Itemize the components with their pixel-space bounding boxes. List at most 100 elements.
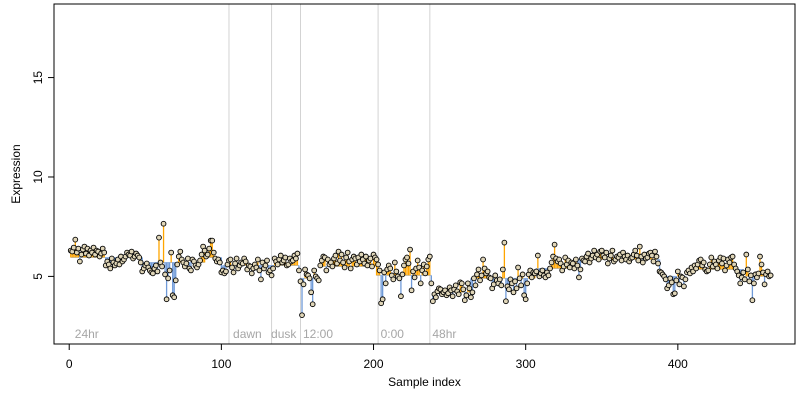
data-point [165,275,171,282]
x-tick-label: 400 [668,357,688,371]
data-point [681,283,687,290]
data-point [705,267,712,274]
data-point [474,271,480,278]
data-point [232,260,238,267]
data-point [635,257,642,264]
data-point [414,257,421,264]
x-axis-title: Sample index [388,375,461,389]
data-point [510,289,517,296]
data-point [746,278,753,285]
data-point [465,280,471,287]
data-point [501,239,508,246]
data-point [478,272,485,279]
data-point [430,298,436,305]
data-point [433,294,439,301]
data-point [270,265,276,272]
data-point [604,260,611,267]
data-point [477,277,483,284]
time-annotation: dawn [233,327,262,341]
data-point [174,261,181,268]
data-point [673,277,680,284]
data-point [369,263,375,270]
data-point [632,247,639,254]
data-point [740,269,747,276]
data-point [296,267,302,274]
data-point [217,259,223,266]
data-point [128,248,135,255]
data-point [343,254,349,261]
data-point [595,256,602,263]
data-point [197,257,203,264]
data-point [573,256,579,263]
data-point [417,280,424,287]
data-point [376,267,383,274]
data-point [518,282,524,289]
data-point [229,264,235,271]
data-point [210,249,217,256]
data-point [223,268,229,275]
data-point [227,256,234,263]
data-point [317,262,324,269]
data-point [344,249,351,256]
data-point [751,280,757,287]
data-point [524,280,531,287]
data-point [455,291,462,298]
data-point [506,286,512,293]
data-point [159,263,165,270]
data-point [136,254,143,261]
data-point [423,263,430,270]
time-annotation: 0:00 [381,327,405,341]
data-point [570,260,576,267]
data-point [70,244,77,251]
data-point [496,276,503,283]
data-point [519,271,526,278]
data-point [533,268,540,275]
data-point [242,258,249,265]
data-point [373,256,380,263]
data-point [163,296,170,303]
data-point [153,262,159,269]
data-point [749,297,756,304]
data-point [256,267,263,274]
data-point [577,266,584,273]
data-point [308,289,314,296]
data-point [391,259,398,266]
data-point [329,263,336,270]
data-point [461,297,468,304]
data-point [277,252,284,259]
data-point [264,257,270,264]
data-point [188,267,194,274]
data-point [172,277,179,284]
data-point [209,237,216,244]
data-point [101,249,108,256]
data-point [729,253,736,260]
data-point [513,285,520,292]
data-point [475,266,482,273]
data-point [299,312,305,319]
data-point [636,243,643,250]
data-point [393,268,400,275]
data-point [282,254,289,261]
data-point [764,268,771,275]
data-point [168,249,175,256]
data-point [204,251,211,258]
data-point [633,252,640,259]
time-annotation: 12:00 [303,327,333,341]
data-point [539,267,546,274]
y-tick-label: 15 [31,71,45,85]
x-tick-label: 100 [211,357,231,371]
y-tick-label: 10 [31,170,45,184]
x-tick-label: 300 [516,357,536,371]
data-point [201,247,208,254]
data-point [545,272,552,279]
data-point [639,259,646,266]
y-tick-label: 5 [31,273,45,280]
data-point [262,262,269,269]
data-point [309,301,316,308]
data-point [719,260,725,267]
x-axis: 0 100 200 300 400 [66,343,688,371]
data-point [274,261,281,268]
data-point [744,266,751,273]
data-point [294,250,301,257]
data-point [405,260,412,267]
